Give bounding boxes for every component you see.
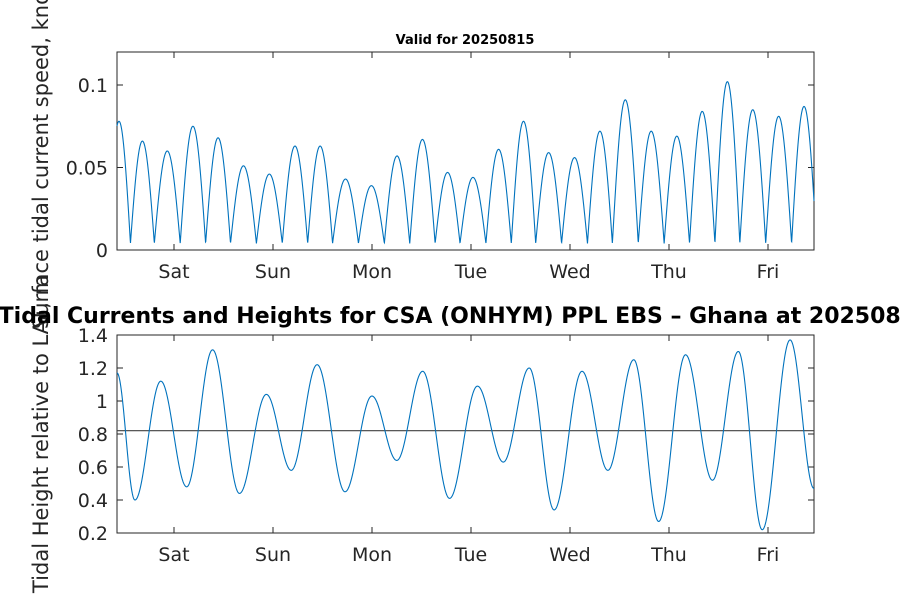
current-speed-x-tick-label: Mon [352,261,392,283]
tidal-height-x-tick-label: Wed [549,544,590,566]
current-speed-series-line [116,81,815,245]
tidal-height-axes: 0.2 0.4 0.6 0.8 1 1.2 1.4 Sat Sun Mon Tue Wed Thu Fr… [29,275,815,594]
tidal-height-x-tick-label: Fri [757,544,780,566]
tidal-height-series-line [116,339,815,531]
current-speed-x-tick-label: Wed [549,261,590,283]
current-speed-ticks [117,52,814,251]
tidal-height-x-tick-label: Thu [650,544,687,566]
current-speed-x-tick-label: Fri [757,261,780,283]
tidal-height-x-tick-label: Sat [158,544,189,566]
current-speed-x-tick-labels: Sat Sun Mon Tue Wed Thu Fri [158,261,779,283]
current-speed-y-tick-label: 0.1 [78,75,108,97]
current-speed-axes: 0 0.05 0.1 Sat Sun Mon Tue Wed Thu Fri Valid for… [29,0,815,329]
tidal-height-x-tick-label: Sun [255,544,291,566]
current-speed-x-tick-label: Sun [255,261,291,283]
tidal-height-ticks [117,334,814,534]
figure-main-title: Tidal Currents and Heights for CSA (ONHY… [0,304,900,329]
tidal-height-y-tick-label: 1 [96,391,108,413]
current-speed-y-tick-label: 0.05 [66,158,108,180]
tidal-height-y-tick-labels: 0.2 0.4 0.6 0.8 1 1.2 1.4 [78,325,108,545]
tidal-height-y-tick-label: 0.8 [78,424,108,446]
tidal-height-y-tick-label: 0.6 [78,457,108,479]
tidal-height-x-tick-label: Mon [352,544,392,566]
tidal-height-y-tick-label: 1.4 [78,325,108,347]
current-speed-y-axis-label: Surface tidal current speed, knots [29,0,53,329]
tidal-height-x-tick-label: Tue [454,544,487,566]
current-speed-title: Valid for 20250815 [396,33,535,48]
current-speed-y-tick-label: 0 [96,240,108,262]
tidal-height-y-tick-label: 1.2 [78,358,108,380]
current-speed-x-tick-label: Tue [454,261,487,283]
tidal-height-plot-frame [116,334,815,534]
tidal-height-y-axis-label: Tidal Height relative to LAT, m [29,275,53,594]
tidal-height-y-tick-label: 0.2 [78,523,108,545]
current-speed-x-tick-label: Sat [158,261,189,283]
current-speed-x-tick-label: Thu [650,261,687,283]
current-speed-y-tick-labels: 0 0.05 0.1 [66,75,108,262]
tidal-height-y-tick-label: 0.4 [78,490,108,512]
tidal-height-x-tick-labels: Sat Sun Mon Tue Wed Thu Fri [158,544,779,566]
